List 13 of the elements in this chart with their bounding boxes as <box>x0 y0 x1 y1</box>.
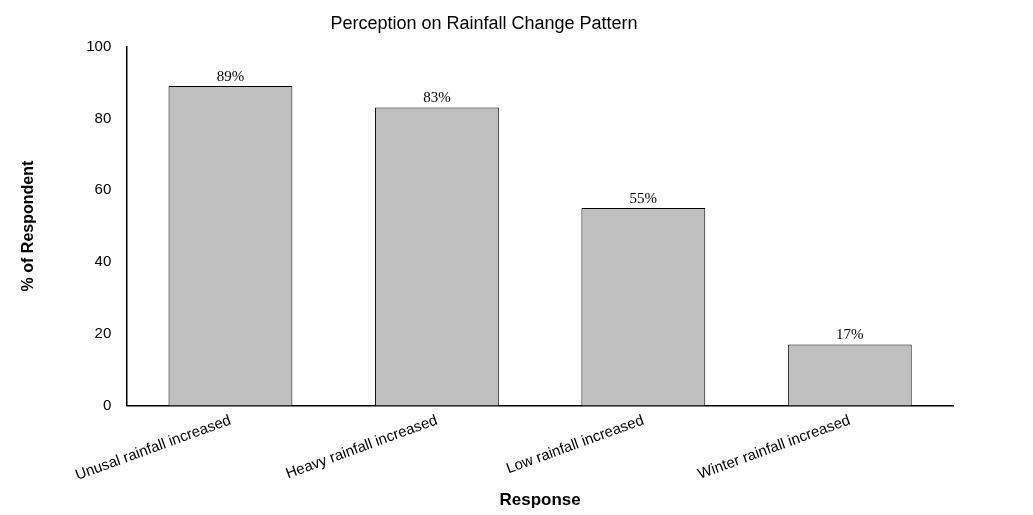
y-tick-label: 20 <box>94 323 112 341</box>
data-label: 89% <box>216 67 245 84</box>
y-tick-label: 40 <box>94 252 112 270</box>
y-tick-label: 80 <box>94 108 112 126</box>
data-label: 55% <box>629 189 658 206</box>
chart-title: Perception on Rainfall Change Pattern <box>330 12 638 33</box>
data-label: 83% <box>423 89 451 106</box>
y-tick-label: 0 <box>102 395 112 413</box>
data-label: 17% <box>836 325 864 342</box>
y-tick-label: 60 <box>94 180 112 198</box>
y-tick-label: 100 <box>86 36 112 54</box>
x-axis-title: Response <box>499 490 581 510</box>
y-axis-title: % of Respondent <box>19 160 37 292</box>
